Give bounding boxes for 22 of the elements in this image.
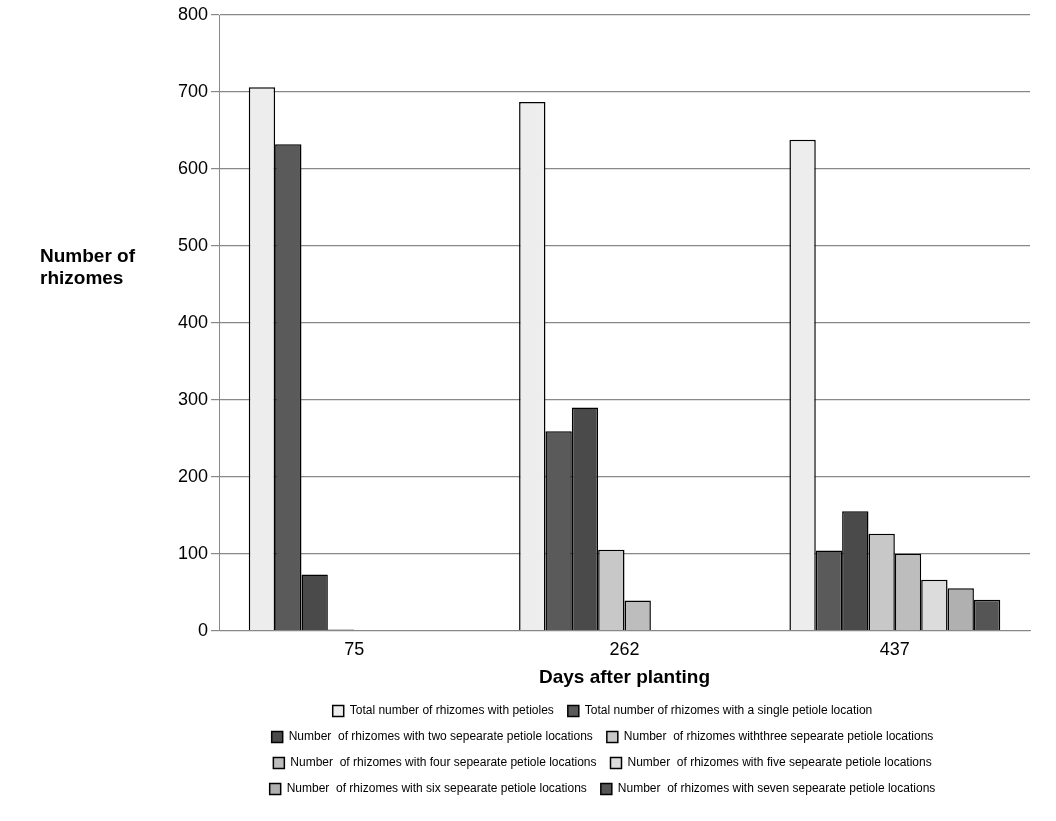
y-tick-label: 300 [177,388,209,409]
y-tick-label: 600 [177,157,209,178]
y-tick-label: 700 [177,80,209,101]
legend-label: Total number of rhizomes with petioles [349,703,554,718]
legend-label: Number of rhizomes with seven sepearate petiole locations [617,781,936,796]
legend-label: Number of rhizomes with four sepearate petiole locations [290,755,597,770]
y-tick-label: 100 [177,542,209,563]
x-axis-title: Days after planting [538,665,711,687]
legend-label: Number of rhizomes withthree sepearate petiole locations [623,729,934,744]
y-axis-title: Number of rhizomes [40,245,136,289]
y-tick-label: 400 [177,311,209,332]
y-tick-label: 500 [177,234,209,255]
legend-label: Number of rhizomes with six sepearate petiole locations [286,781,587,796]
legend-label: Number of rhizomes with five sepearate petiole locations [627,755,932,770]
x-tick-label: 75 [344,639,365,660]
y-tick-label: 800 [177,3,209,24]
legend-label: Number of rhizomes with two sepearate petiole locations [288,729,593,744]
y-tick-label: 200 [177,465,209,486]
x-tick-label: 262 [609,639,640,660]
x-tick-label: 437 [879,639,910,660]
legend-label: Total number of rhizomes with a single petiole location [584,703,873,718]
y-tick-label: 0 [198,619,209,640]
